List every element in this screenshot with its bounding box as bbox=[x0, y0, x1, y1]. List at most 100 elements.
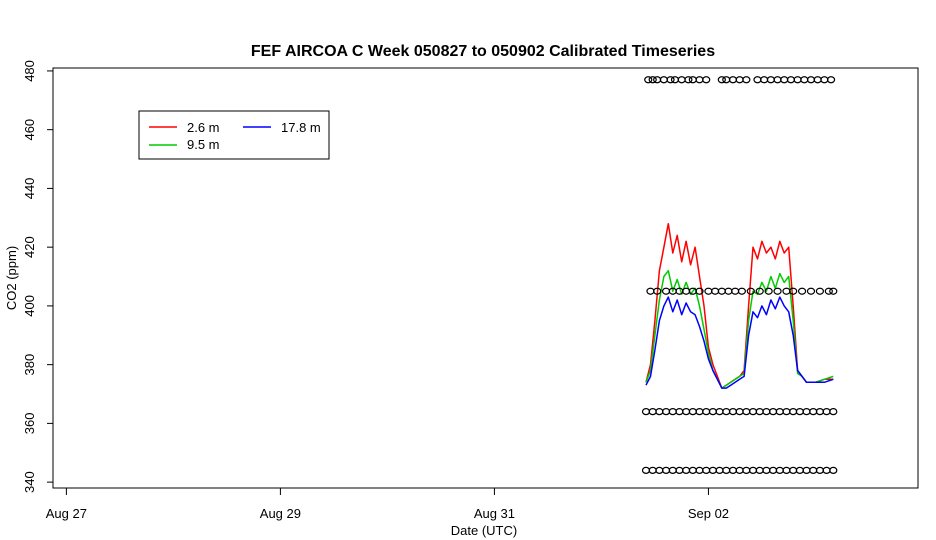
reference-point bbox=[829, 287, 838, 295]
reference-point bbox=[802, 466, 811, 474]
reference-point bbox=[768, 466, 778, 474]
reference-point bbox=[644, 76, 653, 84]
legend-label-17-8m: 17.8 m bbox=[281, 120, 321, 135]
y-tick-label: 400 bbox=[22, 295, 37, 317]
reference-point bbox=[773, 76, 782, 84]
x-axis: Aug 27 Aug 29 Aug 31 Sep 02 bbox=[46, 488, 729, 521]
legend-box bbox=[138, 110, 330, 160]
reference-point bbox=[695, 76, 704, 84]
reference-point bbox=[742, 408, 751, 416]
reference-point bbox=[773, 287, 782, 295]
reference-point bbox=[822, 408, 831, 416]
y-axis-label: CO2 (ppm) bbox=[4, 246, 19, 310]
reference-point bbox=[688, 408, 697, 416]
reference-point bbox=[675, 466, 684, 474]
reference-point bbox=[722, 408, 731, 416]
chart-title: FEF AIRCOA C Week 050827 to 050902 Calib… bbox=[251, 43, 715, 60]
reference-point bbox=[715, 466, 724, 474]
reference-point bbox=[789, 466, 798, 474]
reference-point bbox=[722, 76, 731, 84]
reference-point bbox=[800, 76, 809, 84]
reference-point bbox=[668, 408, 677, 416]
reference-point bbox=[728, 76, 738, 84]
reference-point bbox=[755, 408, 764, 416]
series-line-0 bbox=[645, 222, 834, 389]
reference-point bbox=[711, 287, 720, 295]
reference-point bbox=[766, 76, 775, 84]
reference-point bbox=[728, 466, 738, 474]
x-tick-label: Aug 29 bbox=[260, 506, 301, 521]
reference-point bbox=[735, 76, 744, 84]
reference-point bbox=[748, 466, 758, 474]
reference-point bbox=[746, 287, 755, 295]
reference-point bbox=[731, 287, 740, 295]
reference-point bbox=[728, 408, 738, 416]
reference-point bbox=[682, 466, 691, 474]
reference-point bbox=[742, 76, 751, 84]
reference-point bbox=[708, 408, 717, 416]
reference-point bbox=[688, 76, 697, 84]
reference-point bbox=[775, 408, 784, 416]
reference-point bbox=[641, 466, 651, 474]
y-tick-label: 360 bbox=[22, 413, 37, 435]
reference-point bbox=[809, 466, 818, 474]
reference-point bbox=[822, 466, 831, 474]
reference-point bbox=[782, 287, 791, 295]
reference-point bbox=[715, 408, 724, 416]
reference-point bbox=[793, 76, 802, 84]
reference-point bbox=[702, 76, 711, 84]
reference-point bbox=[648, 466, 657, 474]
y-axis: 340 360 380 400 420 440 460 480 bbox=[22, 60, 53, 493]
reference-point bbox=[684, 76, 693, 84]
reference-point bbox=[789, 287, 798, 295]
reference-point bbox=[653, 287, 662, 295]
reference-point bbox=[829, 408, 838, 416]
reference-point bbox=[762, 408, 771, 416]
reference-point bbox=[760, 76, 769, 84]
reference-point bbox=[829, 466, 838, 474]
reference-point bbox=[815, 287, 825, 295]
reference-point bbox=[677, 76, 686, 84]
series-layer bbox=[645, 222, 834, 389]
x-tick-label: Sep 02 bbox=[688, 506, 729, 521]
reference-point bbox=[826, 76, 836, 84]
reference-point bbox=[780, 76, 789, 84]
reference-point bbox=[661, 466, 671, 474]
reference-point bbox=[782, 408, 791, 416]
reference-point bbox=[717, 76, 726, 84]
reference-point bbox=[809, 408, 818, 416]
reference-point bbox=[762, 466, 771, 474]
reference-point bbox=[755, 466, 764, 474]
y-tick-label: 480 bbox=[22, 60, 37, 82]
reference-point bbox=[806, 287, 816, 295]
reference-point bbox=[668, 466, 677, 474]
reference-point bbox=[695, 466, 704, 474]
y-tick-label: 420 bbox=[22, 236, 37, 258]
reference-point bbox=[717, 287, 726, 295]
y-tick-label: 440 bbox=[22, 178, 37, 200]
reference-point bbox=[782, 466, 791, 474]
reference-point bbox=[815, 466, 825, 474]
reference-point bbox=[655, 466, 664, 474]
reference-point bbox=[682, 287, 691, 295]
reference-point bbox=[702, 466, 711, 474]
reference-point bbox=[722, 466, 731, 474]
reference-point bbox=[806, 76, 816, 84]
reference-markers bbox=[641, 76, 838, 474]
reference-point bbox=[655, 408, 664, 416]
legend: 2.6 m 9.5 m 17.8 m bbox=[138, 110, 330, 160]
reference-point bbox=[675, 408, 684, 416]
reference-point bbox=[795, 408, 804, 416]
x-tick-label: Aug 27 bbox=[46, 506, 87, 521]
y-tick-label: 340 bbox=[22, 471, 37, 493]
y-tick-label: 460 bbox=[22, 119, 37, 141]
reference-point bbox=[648, 76, 657, 84]
reference-point bbox=[646, 287, 655, 295]
reference-point bbox=[702, 408, 711, 416]
reference-point bbox=[648, 408, 657, 416]
legend-label-9-5m: 9.5 m bbox=[187, 137, 220, 152]
reference-point bbox=[786, 76, 796, 84]
reference-point bbox=[659, 76, 668, 84]
reference-point bbox=[768, 408, 778, 416]
